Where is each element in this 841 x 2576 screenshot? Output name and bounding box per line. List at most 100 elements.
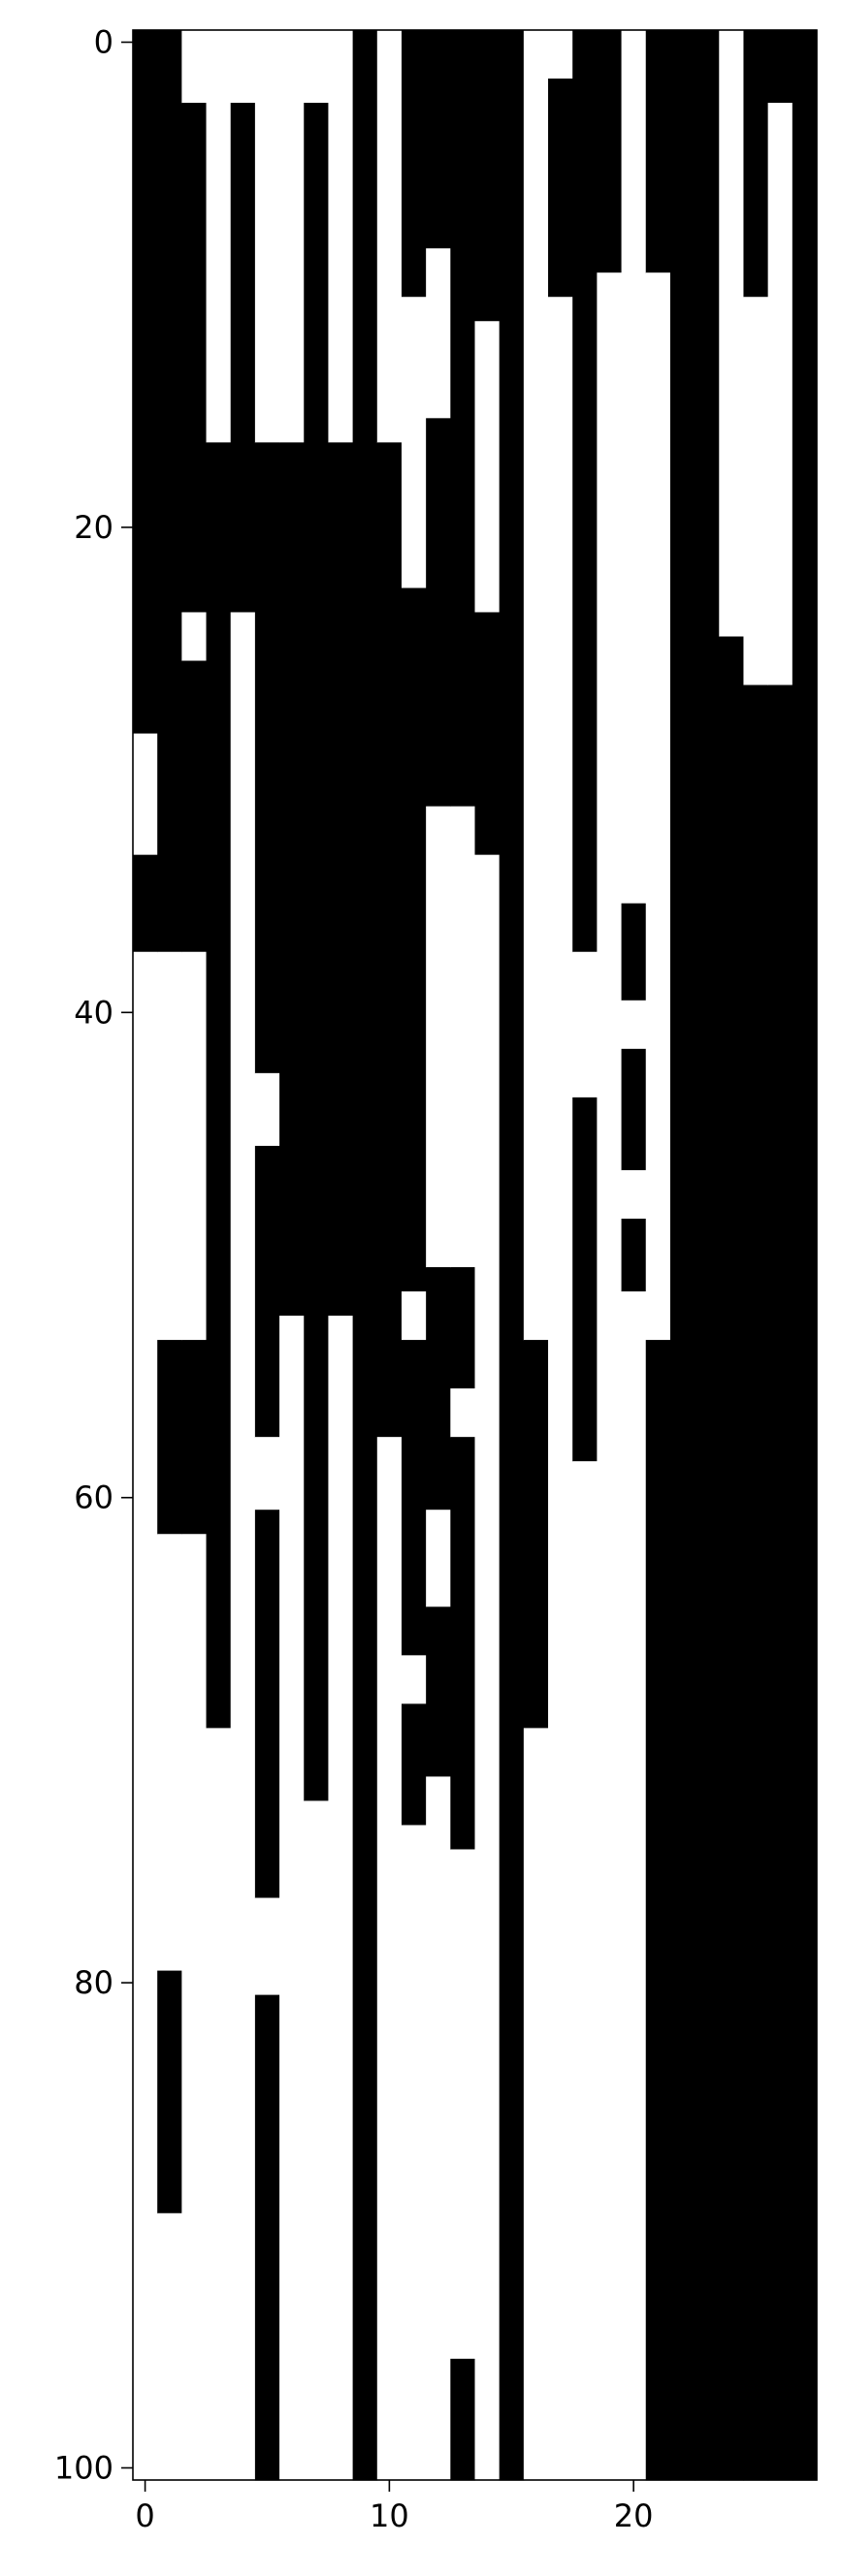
heatmap-cell-run — [597, 30, 623, 273]
y-tick-label: 80 — [74, 1964, 113, 2001]
heatmap-cell-run — [645, 272, 671, 1341]
heatmap-cell-run — [254, 1994, 280, 2481]
heatmap-cell-run — [401, 1825, 427, 2481]
heatmap-cell-run — [254, 1145, 280, 1438]
heatmap-cell-run — [621, 1218, 647, 1292]
heatmap-cell-run — [254, 1072, 280, 1147]
heatmap-cell-run — [328, 1316, 354, 2481]
heatmap-cell-run — [597, 272, 623, 2481]
heatmap-cell-run — [401, 588, 427, 1292]
heatmap-cell-run — [621, 1291, 647, 2481]
heatmap-cell-run — [719, 30, 745, 638]
heatmap-cell-run — [523, 1340, 549, 1729]
heatmap-cell-run — [426, 30, 451, 249]
heatmap-cell-run — [157, 951, 182, 1341]
heatmap-cell-run — [743, 30, 769, 298]
heatmap-cell-run — [572, 951, 598, 1098]
heatmap-cell-run — [548, 79, 573, 298]
heatmap-cell-run — [206, 1728, 232, 2481]
heatmap-cell-run — [206, 442, 232, 1729]
heatmap-cell-run — [719, 636, 745, 2481]
heatmap-cell-run — [499, 30, 525, 2481]
heatmap-cell-run — [767, 30, 793, 104]
heatmap-cell-run — [352, 30, 378, 2481]
heatmap-cell-run — [621, 30, 647, 905]
heatmap-cell-run — [450, 1437, 476, 1851]
heatmap-cell-run — [548, 297, 573, 2481]
heatmap-cell-run — [181, 951, 208, 1341]
heatmap-cell-run — [474, 612, 501, 856]
heatmap-cell-run — [548, 30, 573, 80]
heatmap-cell-run — [450, 1849, 476, 2360]
heatmap-cell-run — [426, 1776, 451, 2481]
heatmap-cell-run — [181, 1340, 208, 1535]
heatmap-cell-run — [426, 418, 451, 808]
x-axis-ticks: 0 10 20 — [135, 2480, 654, 2534]
heatmap-cell-run — [474, 30, 501, 322]
heatmap-cell-run — [792, 30, 818, 2481]
heatmap-cell-run — [401, 1703, 427, 1827]
heatmap-cell-run — [133, 733, 158, 856]
heatmap-cell-run — [743, 684, 769, 2481]
heatmap-cell-run — [450, 1267, 476, 1389]
y-axis-ticks: 0 20 40 60 80 100 — [54, 24, 133, 2486]
heatmap-cell-run — [254, 1437, 280, 1511]
heatmap-cell-run — [572, 30, 598, 953]
heatmap-cell-run — [523, 30, 549, 1341]
heatmap-cell-run — [157, 1340, 182, 1535]
heatmap-cell-run — [279, 30, 305, 443]
heatmap-cell-run — [133, 854, 158, 953]
heatmap-cell-run — [450, 30, 476, 808]
heatmap-cell-run — [621, 1000, 647, 1050]
plot-frame — [132, 29, 818, 2481]
heatmap-cell-run — [474, 321, 501, 614]
heatmap-cell-run — [230, 30, 256, 104]
y-tick-label: 0 — [94, 24, 113, 61]
heatmap-cell-run — [401, 1291, 427, 1341]
heatmap-cell-run — [645, 1340, 671, 2481]
heatmap-cell-run — [426, 806, 451, 1268]
heatmap-cell-run — [376, 442, 403, 1438]
heatmap-cell-run — [304, 30, 330, 104]
heatmap-cell-run — [328, 30, 354, 443]
heatmap-cell-run — [376, 1437, 403, 2481]
heatmap-cell-run — [304, 103, 330, 1802]
heatmap-cell-run — [279, 1316, 305, 2481]
heatmap-cell-run — [450, 806, 476, 1268]
heatmap-cell-run — [572, 1097, 598, 1462]
heatmap-cell-run — [474, 854, 501, 2481]
heatmap-cell-run — [230, 612, 256, 2481]
heatmap-cell-run — [304, 1800, 330, 2481]
heatmap-cell-run — [206, 30, 232, 443]
heatmap-cell-run — [157, 2212, 182, 2481]
heatmap-cell-run — [523, 1728, 549, 2481]
heatmap-cell-run — [254, 1510, 280, 1899]
heatmap-cell-run — [621, 1048, 647, 1171]
heatmap-cell-run — [279, 442, 305, 1317]
heatmap-cell-run — [328, 442, 354, 1317]
heatmap-cell-run — [450, 1388, 476, 1438]
y-tick-label: 40 — [74, 994, 113, 1031]
heatmap-cell-run — [645, 30, 671, 273]
heatmap-cell-run — [695, 30, 720, 2481]
heatmap-cell-run — [401, 1655, 427, 1704]
heatmap-cell-run — [767, 103, 793, 686]
heatmap-cell-run — [401, 30, 427, 298]
heatmap-cell-run — [572, 1461, 598, 2481]
heatmap-cell-run — [157, 1534, 182, 1972]
heatmap-cell-run — [743, 297, 769, 686]
heatmap-cell-run — [181, 30, 208, 104]
heatmap-cell-run — [426, 1606, 451, 1778]
heatmap-cell-run — [157, 30, 182, 953]
x-tick-label: 10 — [370, 2497, 409, 2534]
heatmap-cell-run — [401, 297, 427, 589]
y-tick-label: 100 — [54, 2449, 113, 2486]
heatmap-cell-run — [254, 30, 280, 443]
heatmap-cell-run — [767, 684, 793, 2481]
heatmap-cell-run — [133, 30, 158, 735]
heatmap-cell-run — [450, 2358, 476, 2481]
x-tick-label: 20 — [614, 2497, 654, 2534]
y-tick-label: 60 — [74, 1479, 113, 1516]
heatmap-cell-run — [157, 1970, 182, 2214]
